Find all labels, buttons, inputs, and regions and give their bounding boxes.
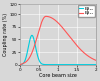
Eβ₁₂ — [79, 64, 80, 65]
Eβ₁₁ — [27, 60, 28, 61]
X-axis label: Core beam size: Core beam size — [39, 73, 77, 78]
Eβ₁₁ — [79, 48, 80, 49]
Legend: Eβ₁₂, Eβ₁₁: Eβ₁₂, Eβ₁₁ — [78, 5, 95, 17]
Eβ₁₁ — [80, 49, 81, 50]
Y-axis label: Coupling rate (%): Coupling rate (%) — [3, 13, 8, 56]
Eβ₁₂ — [72, 64, 73, 65]
Eβ₁₁ — [53, 19, 54, 20]
Eβ₁₂ — [80, 64, 81, 65]
Eβ₁₁ — [95, 60, 96, 61]
Eβ₁₁ — [45, 16, 47, 17]
Eβ₁₂ — [95, 64, 96, 65]
Eβ₁₁ — [50, 17, 51, 18]
Line: Eβ₁₂: Eβ₁₂ — [20, 35, 96, 65]
Eβ₁₁ — [20, 64, 21, 65]
Eβ₁₂ — [20, 64, 21, 65]
Eβ₁₂ — [31, 35, 32, 36]
Line: Eβ₁₁: Eβ₁₁ — [20, 16, 96, 65]
Eβ₁₂ — [50, 64, 51, 65]
Eβ₁₂ — [27, 49, 28, 50]
Eβ₁₁ — [72, 39, 73, 40]
Eβ₁₂ — [53, 64, 54, 65]
